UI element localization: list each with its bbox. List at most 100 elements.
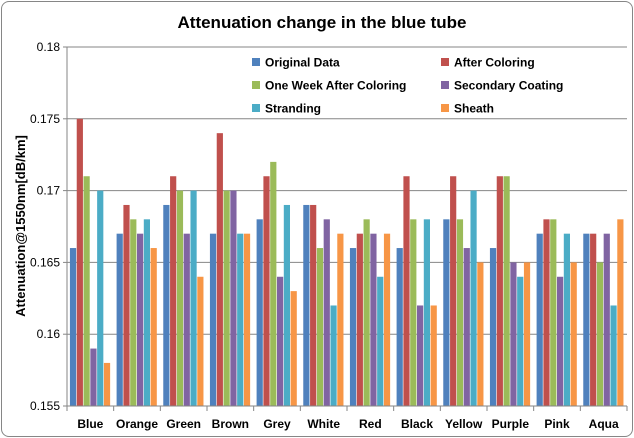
bar xyxy=(290,291,297,406)
bar xyxy=(470,190,477,406)
bar xyxy=(383,233,391,406)
x-tick-label: Orange xyxy=(116,417,158,431)
bar xyxy=(243,233,251,406)
bar xyxy=(237,233,244,406)
bar xyxy=(396,248,403,406)
bar xyxy=(617,219,624,406)
bar xyxy=(410,219,417,406)
bar xyxy=(503,176,510,406)
bar xyxy=(610,305,617,406)
bar xyxy=(370,233,377,406)
y-tick-label: 0.17 xyxy=(37,184,61,198)
bar xyxy=(76,118,83,407)
bar xyxy=(263,176,270,406)
x-tick-label: Black xyxy=(401,417,433,431)
bar xyxy=(543,219,550,406)
bar xyxy=(523,262,531,406)
bar xyxy=(270,161,277,406)
y-tick-label: 0.16 xyxy=(37,327,61,341)
bar xyxy=(197,276,204,406)
legend-swatch xyxy=(441,104,449,112)
x-tick-label: Pink xyxy=(544,417,570,431)
bar xyxy=(443,219,450,406)
x-tick-label: Yellow xyxy=(445,417,483,431)
chart-title: Attenuation change in the blue tube xyxy=(178,13,467,32)
x-tick-label: Brown xyxy=(212,417,249,431)
bar xyxy=(137,233,144,406)
x-tick-label: Red xyxy=(359,417,382,431)
bar xyxy=(123,204,130,406)
bar xyxy=(377,276,384,406)
bar xyxy=(90,348,97,406)
x-tick-label: Green xyxy=(166,417,201,431)
legend-label: After Coloring xyxy=(454,56,535,70)
bar xyxy=(230,190,237,406)
bar xyxy=(256,219,263,406)
bar xyxy=(583,233,590,406)
bar xyxy=(477,262,484,406)
x-tick-label: Aqua xyxy=(589,417,619,431)
legend-label: Original Data xyxy=(265,56,340,70)
bar xyxy=(223,190,230,406)
x-tick-label: Purple xyxy=(492,417,530,431)
bar xyxy=(209,233,217,406)
bar xyxy=(163,204,170,406)
bar xyxy=(450,176,457,406)
bar xyxy=(489,248,497,406)
legend-swatch xyxy=(441,81,449,89)
bar xyxy=(283,204,290,406)
bar xyxy=(456,219,464,406)
y-tick-label: 0.165 xyxy=(30,255,60,269)
bar xyxy=(316,248,324,406)
y-tick-label: 0.175 xyxy=(30,112,60,126)
bar xyxy=(190,190,197,406)
bar xyxy=(143,219,150,406)
legend-swatch xyxy=(252,104,260,112)
bar xyxy=(510,262,517,406)
bar xyxy=(69,248,77,406)
bar xyxy=(349,248,357,406)
bar xyxy=(330,305,337,406)
y-tick-labels: 0.155 0.16 0.165 0.17 0.175 0.18 xyxy=(30,40,60,413)
bar xyxy=(557,276,564,406)
y-axis-label: Attenuation@1550nm[dB/km] xyxy=(13,135,28,317)
legend-label: Stranding xyxy=(265,102,321,116)
x-tick-marks xyxy=(66,406,628,411)
x-tick-label: Grey xyxy=(263,417,291,431)
legend: Original Data After Coloring One Week Afte… xyxy=(252,56,563,116)
bar xyxy=(417,305,424,406)
bar xyxy=(563,233,570,406)
x-category-labels: Blue Orange Green Brown Grey White Red Black Yel… xyxy=(77,417,619,431)
bar xyxy=(403,176,410,406)
bar xyxy=(103,362,111,406)
bar xyxy=(356,233,363,406)
legend-label: Secondary Coating xyxy=(454,79,563,93)
bar xyxy=(97,190,104,406)
legend-label: Sheath xyxy=(454,102,494,116)
bar xyxy=(183,233,190,406)
bar xyxy=(176,190,184,406)
bar xyxy=(496,176,503,406)
bar xyxy=(430,305,437,406)
bar xyxy=(550,219,557,406)
y-tick-label: 0.155 xyxy=(30,399,60,413)
bar xyxy=(603,233,610,406)
y-tick-label: 0.18 xyxy=(37,40,61,54)
bar xyxy=(303,204,310,406)
bar xyxy=(277,276,284,406)
x-tick-label: Blue xyxy=(77,417,103,431)
legend-swatch xyxy=(441,58,449,66)
bar xyxy=(116,233,123,406)
bars xyxy=(69,118,624,407)
bar xyxy=(216,133,223,406)
legend-swatch xyxy=(252,81,260,89)
bar xyxy=(423,219,430,406)
bar xyxy=(363,219,370,406)
bar xyxy=(83,176,90,406)
bar xyxy=(310,204,317,406)
bar xyxy=(536,233,543,406)
bar xyxy=(170,176,177,406)
bar xyxy=(323,219,330,406)
x-tick-label: White xyxy=(307,417,340,431)
